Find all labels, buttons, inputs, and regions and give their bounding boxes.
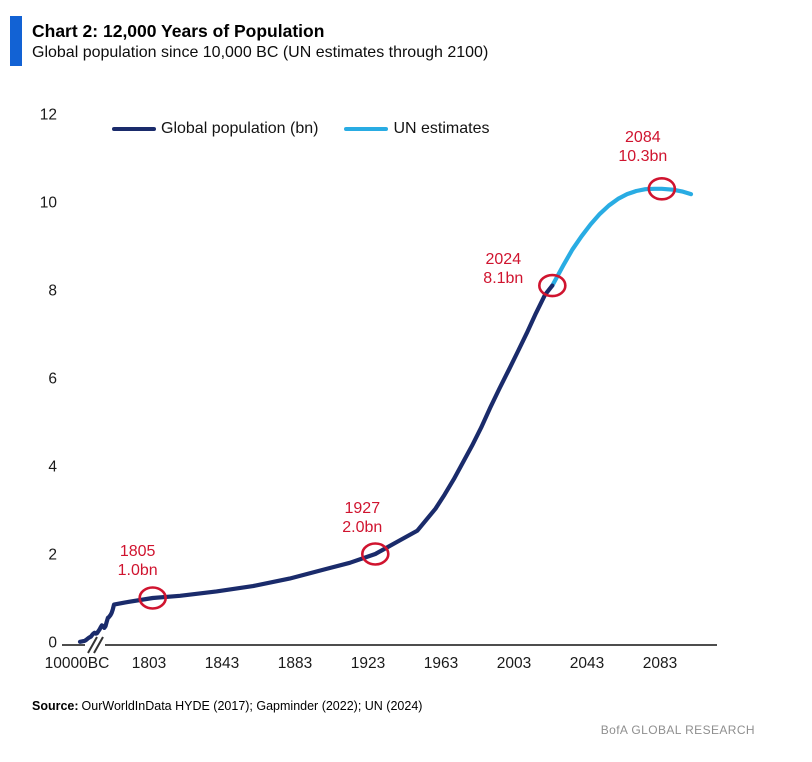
annotation-circle	[138, 586, 167, 610]
x-tick-label: 2003	[497, 655, 531, 672]
y-tick-label: 10	[40, 195, 58, 212]
annotation-circle	[360, 542, 390, 566]
x-tick-label: 10000BC	[45, 655, 110, 672]
legend-label: UN estimates	[393, 120, 490, 137]
legend-label: Global population (bn)	[161, 120, 319, 137]
annotation-year: 2084	[625, 128, 661, 146]
global-population-line	[77, 283, 555, 644]
annotation-label: 1927 2.0bn	[342, 499, 382, 537]
accent-bar	[10, 16, 22, 66]
annotation-label: 2024 8.1bn	[483, 249, 523, 287]
un-estimates-line	[550, 186, 694, 288]
brand-mark: BofA GLOBAL RESEARCH	[600, 723, 755, 737]
legend-line-swatch	[344, 126, 389, 132]
annotation-label: 2084 10.3bn	[618, 128, 667, 166]
y-tick-label: 2	[48, 547, 57, 564]
axis-break-slash	[93, 636, 104, 654]
x-tick-label: 1843	[205, 655, 239, 672]
x-tick-label: 2043	[570, 655, 604, 672]
annotation-value: 1.0bn	[117, 562, 158, 579]
x-tick-label: 2083	[643, 655, 677, 672]
source-text: OurWorldInData HYDE (2017); Gapminder (2…	[81, 699, 423, 713]
axis-break-slash	[87, 636, 98, 654]
x-tick-label: 1923	[351, 655, 385, 672]
annotation-year: 2024	[485, 250, 522, 268]
annotation-year: 1805	[119, 542, 156, 560]
annotation-value: 10.3bn	[618, 147, 668, 165]
y-tick-label: 8	[48, 283, 57, 300]
x-tick-label: 1883	[278, 655, 312, 672]
annotation-year: 1927	[344, 499, 381, 517]
y-tick-label: 0	[48, 635, 57, 652]
y-tick-label: 12	[40, 107, 57, 124]
y-tick-label: 6	[48, 371, 57, 388]
annotation-circle	[538, 273, 567, 298]
annotation-label: 1805 1.0bn	[118, 542, 158, 580]
x-tick-label: 1963	[424, 655, 458, 672]
chart-title: Chart 2: 12,000 Years of Population	[32, 21, 325, 41]
chart-subtitle: Global population since 10,000 BC (UN es…	[32, 44, 489, 61]
annotation-value: 2.0bn	[342, 519, 383, 536]
annotation-circle	[647, 177, 677, 201]
y-tick-label: 4	[48, 459, 57, 476]
legend-item: UN estimates	[344, 120, 489, 138]
chart-legend: Global population (bn) UN estimates	[112, 120, 489, 138]
annotation-value: 8.1bn	[483, 269, 524, 287]
legend-line-swatch	[112, 126, 156, 132]
source-note: Source: OurWorldInData HYDE (2017); Gapmi…	[32, 699, 422, 713]
x-tick-label: 1803	[132, 655, 166, 672]
source-label: Source:	[32, 699, 79, 713]
legend-item: Global population (bn)	[112, 120, 318, 138]
